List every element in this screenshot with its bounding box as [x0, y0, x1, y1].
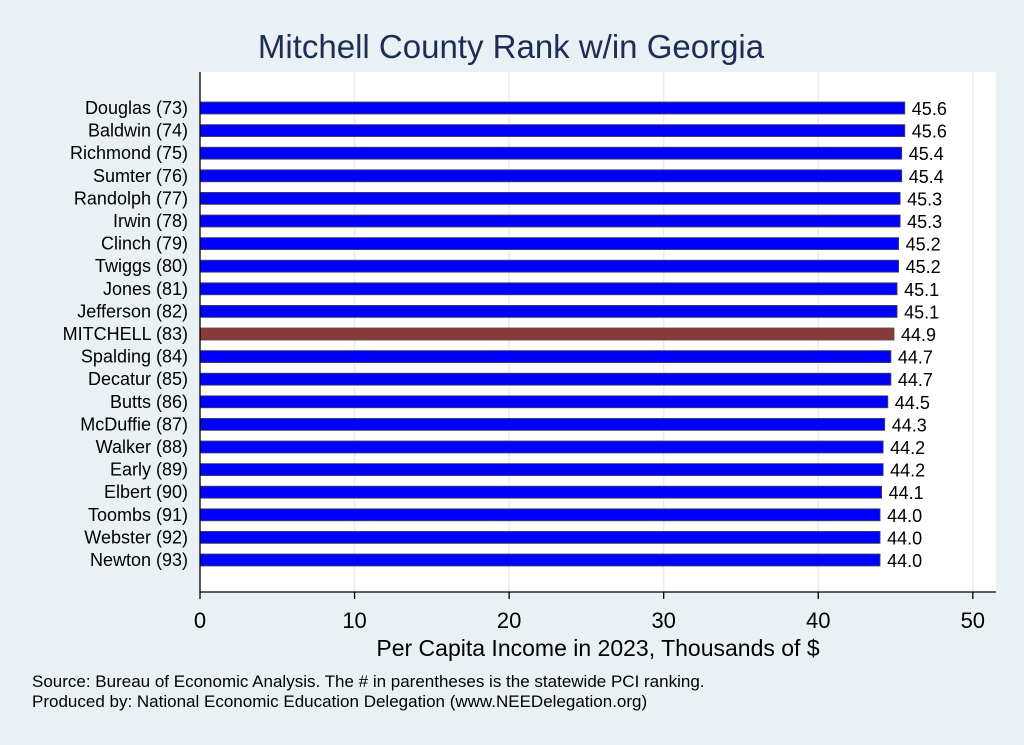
bar: [199, 395, 889, 409]
value-label: 44.2: [890, 461, 925, 481]
chart-title: Mitchell County Rank w/in Georgia: [258, 28, 765, 65]
category-label: Webster (92): [84, 527, 188, 547]
category-label: Early (89): [110, 460, 188, 480]
bar: [199, 485, 883, 499]
x-tick-label: 40: [806, 608, 830, 633]
bar: [199, 237, 900, 251]
category-label: Toombs (91): [88, 505, 188, 525]
bar: [199, 372, 892, 386]
category-label: Baldwin (74): [88, 121, 188, 141]
value-label: 45.3: [907, 212, 942, 232]
value-label: 45.1: [904, 302, 939, 322]
category-label: Decatur (85): [88, 369, 188, 389]
category-labels: Douglas (73) Baldwin (74)Richmond (75) Sum…: [63, 98, 188, 570]
x-tick-label: 30: [651, 608, 675, 633]
category-label: Spalding (84): [81, 347, 188, 367]
category-label: Randolph (77): [74, 188, 188, 208]
bar-highlight: [199, 327, 895, 341]
bar: [199, 282, 898, 296]
category-label: Butts (86): [110, 392, 188, 412]
x-tick-label: 0: [194, 608, 206, 633]
bar: [199, 350, 892, 364]
x-tick-label: 20: [497, 608, 521, 633]
bar: [199, 440, 884, 454]
bar: [199, 304, 898, 318]
bar: [199, 553, 881, 567]
value-label: 45.6: [912, 99, 947, 119]
value-label: 44.7: [898, 370, 933, 390]
x-tick-label: 50: [961, 608, 985, 633]
category-label: Richmond (75): [70, 143, 188, 163]
bar: [199, 101, 906, 115]
value-label: 44.0: [887, 528, 922, 548]
bar: [199, 146, 903, 160]
bar: [199, 169, 903, 183]
axes: 0 10 20 30 40 50: [194, 72, 996, 633]
value-label: 45.6: [912, 122, 947, 142]
value-label: 44.3: [892, 415, 927, 435]
x-tick-label: 10: [342, 608, 366, 633]
value-label: 45.3: [907, 189, 942, 209]
value-labels: 45.645.645.445.445.345.345.245.245.145.1…: [887, 99, 947, 571]
value-label: 45.2: [906, 257, 941, 277]
category-label: Clinch (79): [101, 234, 188, 254]
bar: [199, 417, 886, 431]
category-label: Irwin (78): [113, 211, 188, 231]
category-label: Newton (93): [90, 550, 188, 570]
category-label: Walker (88): [96, 437, 188, 457]
value-label: 45.1: [904, 280, 939, 300]
bar: [199, 508, 881, 522]
bar: [199, 191, 901, 205]
value-label: 44.7: [898, 348, 933, 368]
bar: [199, 124, 906, 137]
category-label: Elbert (90): [104, 482, 188, 502]
value-label: 44.2: [890, 438, 925, 458]
bar: [199, 531, 881, 544]
category-label: Douglas (73): [85, 98, 188, 118]
value-label: 45.4: [909, 144, 944, 164]
bar: [199, 259, 900, 273]
category-label: McDuffie (87): [80, 414, 188, 434]
bar: [199, 463, 884, 477]
category-label: MITCHELL (83): [63, 324, 188, 344]
category-label: Jones (81): [103, 279, 188, 299]
category-label: Twiggs (80): [95, 256, 188, 276]
value-label: 45.2: [906, 235, 941, 255]
value-label: 44.9: [901, 325, 936, 345]
category-label: Jefferson (82): [77, 301, 188, 321]
value-label: 44.1: [889, 483, 924, 503]
category-label: Sumter (76): [93, 166, 188, 186]
x-axis-title: Per Capita Income in 2023, Thousands of …: [376, 635, 819, 661]
bar: [199, 214, 901, 228]
producer-note: Produced by: National Economic Education…: [32, 692, 648, 711]
value-label: 44.0: [887, 551, 922, 571]
value-label: 44.0: [887, 506, 922, 526]
value-label: 45.4: [909, 167, 944, 187]
bars: [199, 101, 906, 567]
source-note: Source: Bureau of Economic Analysis. The…: [32, 672, 705, 691]
value-label: 44.5: [895, 393, 930, 413]
